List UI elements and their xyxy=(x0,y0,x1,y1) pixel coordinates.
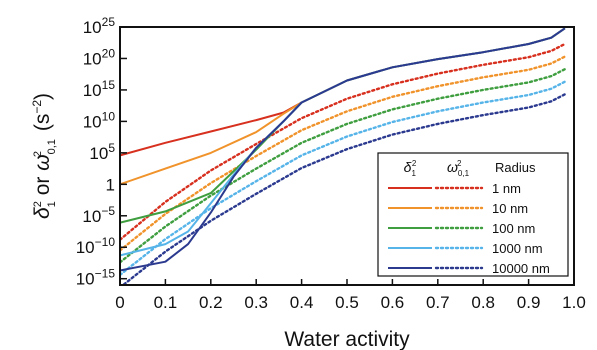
x-tick-label: 0.9 xyxy=(517,293,541,312)
omega-line-100nm xyxy=(120,68,567,264)
legend-header-delta: δ12 xyxy=(404,159,417,178)
delta-line-1nm xyxy=(120,27,566,157)
x-tick-label: 0.2 xyxy=(199,293,223,312)
y-tick-label: 1015 xyxy=(83,78,116,100)
omega-line-1000nm xyxy=(120,80,567,277)
x-tick-label: 0.7 xyxy=(426,293,450,312)
series-layer xyxy=(120,27,567,285)
legend-label: 10 nm xyxy=(492,201,528,216)
x-tick-label: 1.0 xyxy=(562,293,586,312)
legend-label: 1000 nm xyxy=(492,241,543,256)
y-tick-label: 10−15 xyxy=(76,267,116,289)
y-axis-title: δ12 or ω0,12 (s−2) xyxy=(30,93,58,219)
y-tick-label: 1025 xyxy=(83,15,116,37)
x-axis-title: Water activity xyxy=(284,328,410,350)
delta-line-10000nm xyxy=(120,27,566,272)
legend-label: 100 nm xyxy=(492,221,535,236)
x-tick-label: 0 xyxy=(115,293,124,312)
legend-box xyxy=(377,152,569,277)
y-tick-label: 10−5 xyxy=(82,204,115,226)
omega-line-1nm xyxy=(120,42,567,241)
legend-header-omega: ω0,12 xyxy=(447,159,470,178)
legend-header-radius: Radius xyxy=(495,160,536,175)
y-tick-label: 1020 xyxy=(83,46,116,68)
x-tick-label: 0.1 xyxy=(154,293,178,312)
x-tick-label: 0.8 xyxy=(471,293,495,312)
y-tick-label: 10−10 xyxy=(76,235,116,257)
legend-label: 10000 nm xyxy=(492,261,550,276)
x-tick-label: 0.6 xyxy=(381,293,405,312)
y-axis: 1025 1020 1015 1010 105 1 10−5 10−10 10−15 xyxy=(76,15,127,289)
omega-line-10nm xyxy=(120,55,567,252)
legend-label: 1 nm xyxy=(492,181,521,196)
x-tick-label: 0.4 xyxy=(290,293,314,312)
legend-rows: 1 nm 10 nm 100 nm 1000 nm 10000 nm xyxy=(388,181,550,276)
x-tick-label: 0.5 xyxy=(335,293,359,312)
y-tick-label: 1 xyxy=(106,175,115,194)
x-tick-label: 0.3 xyxy=(244,293,268,312)
omega-line-10000nm xyxy=(121,93,567,285)
y-tick-label: 105 xyxy=(89,141,115,163)
x-axis: 0 0.1 0.2 0.3 0.4 0.5 0.6 0.7 0.8 0.9 1.0 xyxy=(115,279,586,312)
y-tick-label: 1010 xyxy=(83,109,116,131)
